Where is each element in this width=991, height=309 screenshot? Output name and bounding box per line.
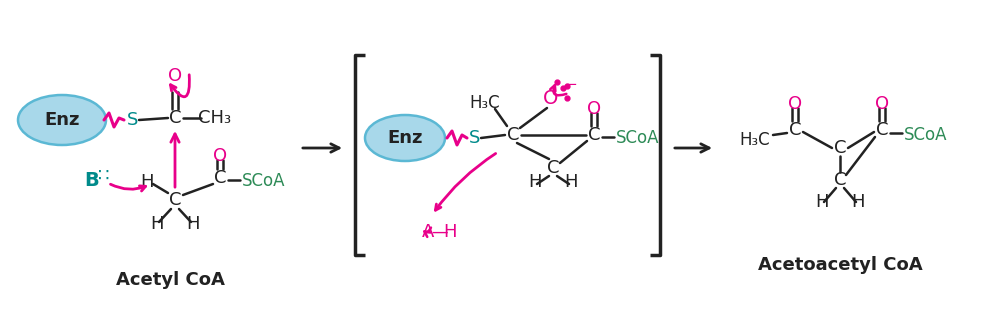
Text: C: C — [214, 169, 226, 187]
Text: C: C — [789, 121, 802, 139]
Text: O: O — [587, 100, 602, 118]
Text: SCoA: SCoA — [616, 129, 660, 147]
Text: SCoA: SCoA — [242, 172, 285, 190]
Text: C: C — [168, 109, 181, 127]
Text: CH₃: CH₃ — [198, 109, 232, 127]
Text: C: C — [506, 126, 519, 144]
Text: H: H — [151, 215, 164, 233]
Text: −: − — [565, 77, 578, 91]
Text: H: H — [141, 173, 154, 191]
Ellipse shape — [365, 115, 445, 161]
Ellipse shape — [18, 95, 106, 145]
Text: Acetyl CoA: Acetyl CoA — [116, 271, 224, 289]
Text: H: H — [443, 223, 457, 241]
Text: Enz: Enz — [387, 129, 423, 147]
Text: C: C — [588, 126, 601, 144]
Text: Enz: Enz — [45, 111, 79, 129]
Text: H: H — [816, 193, 828, 211]
Text: H: H — [851, 193, 865, 211]
Text: A: A — [422, 223, 434, 241]
Text: O: O — [543, 88, 559, 108]
Text: O: O — [213, 147, 227, 165]
Text: C: C — [547, 159, 559, 177]
Text: H: H — [528, 173, 542, 191]
Text: H: H — [186, 215, 200, 233]
Text: SCoA: SCoA — [904, 126, 947, 144]
Text: H₃C: H₃C — [739, 131, 770, 149]
Text: O: O — [167, 67, 182, 85]
Text: C: C — [833, 139, 846, 157]
Text: O: O — [875, 95, 889, 113]
Text: C: C — [833, 171, 846, 189]
Text: O: O — [788, 95, 802, 113]
Text: C: C — [876, 121, 888, 139]
Text: Acetoacetyl CoA: Acetoacetyl CoA — [758, 256, 923, 274]
Text: C: C — [168, 191, 181, 209]
Text: ∷: ∷ — [98, 167, 110, 185]
Text: B: B — [84, 171, 99, 189]
Text: H: H — [564, 173, 578, 191]
Text: —: — — [432, 223, 448, 241]
Text: H₃C: H₃C — [470, 94, 500, 112]
Text: S: S — [127, 111, 139, 129]
Text: S: S — [470, 129, 481, 147]
